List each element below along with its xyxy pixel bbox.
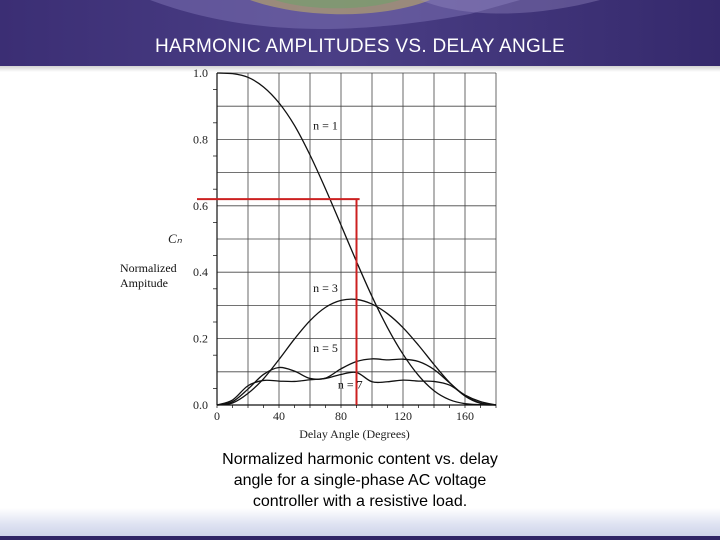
y-axis-description: Normalized Ampitude	[120, 261, 190, 291]
chart-axes	[213, 73, 497, 408]
y-tick-label: 0.0	[193, 398, 208, 412]
series-label: n = 3	[313, 281, 338, 295]
caption-line-1: Normalized harmonic content vs. delay	[222, 451, 498, 468]
x-tick-label: 80	[335, 409, 347, 423]
x-tick-label: 120	[394, 409, 412, 423]
slide-title: HARMONIC AMPLITUDES VS. DELAY ANGLE	[155, 36, 565, 57]
y-tick-label: 1.0	[193, 66, 208, 80]
x-tick-label: 160	[456, 409, 474, 423]
y-tick-label: 0.4	[193, 265, 208, 279]
footer-band	[0, 508, 720, 540]
series-label: n = 1	[313, 118, 338, 132]
y-axis-description-line1: Normalized	[120, 261, 177, 275]
y-axis-description-line2: Ampitude	[120, 276, 168, 290]
y-tick-label: 0.8	[193, 132, 208, 146]
footer-line	[0, 536, 720, 540]
caption-line-3: controller with a resistive load.	[252, 493, 468, 510]
x-tick-label: 40	[273, 409, 285, 423]
x-axis-label: Delay Angle (Degrees)	[299, 427, 410, 441]
header-decoration	[0, 0, 720, 66]
y-tick-label: 0.2	[193, 332, 208, 346]
slide-header: HARMONIC AMPLITUDES VS. DELAY ANGLE	[0, 0, 720, 66]
y-tick-label: 0.6	[193, 199, 208, 213]
series-label: n = 5	[313, 341, 338, 355]
y-axis-label: Cₙ	[168, 231, 183, 246]
chart-labels: 0.0 0.2 0.4 0.6 0.8 1.0 0 40 80 120 160 Delay Angle…	[168, 66, 474, 441]
series-label: n = 7	[338, 377, 363, 391]
caption-line-2: angle for a single-phase AC voltage	[233, 472, 487, 489]
x-tick-label: 0	[214, 409, 220, 423]
chart-annotation-markers	[197, 198, 360, 405]
figure-caption: Normalized harmonic content vs. delay an…	[190, 449, 530, 512]
header-shadow	[0, 66, 720, 72]
